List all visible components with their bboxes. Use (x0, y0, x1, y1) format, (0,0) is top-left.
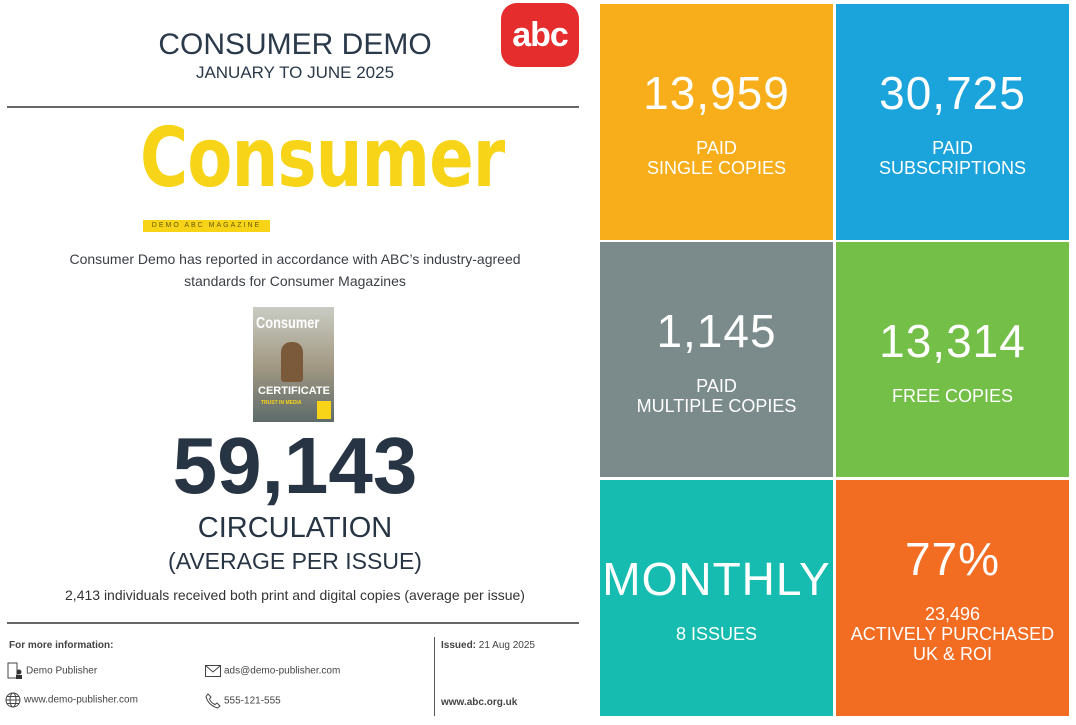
tile-frequency: MONTHLY 8 ISSUES (600, 480, 833, 716)
tile-value: 13,314 (879, 314, 1026, 367)
tile-label: FREE COPIES (891, 385, 1014, 406)
cover-badge (317, 401, 331, 419)
cover-subline: TRUST IN MEDIA (261, 400, 302, 406)
report-title: CONSUMER DEMO (158, 28, 432, 61)
tile-label: SINGLE COPIES (646, 158, 787, 178)
circulation-label: CIRCULATION (197, 512, 393, 544)
tile-label: PAID (696, 138, 737, 158)
globe-icon (5, 692, 21, 708)
tile-actively-purchased: 77% 23,496 ACTIVELY PURCHASED UK & ROI (836, 480, 1069, 716)
cover-photo (281, 342, 303, 382)
info-heading: For more information: (9, 640, 114, 651)
tile-value: 13,959 (643, 67, 790, 119)
tile-label: SUBSCRIPTIONS (878, 158, 1027, 178)
cover-title: Consumer (256, 315, 320, 332)
tile-paid-multiple-copies: 1,145 PAID MULTIPLE COPIES (600, 242, 833, 477)
footer-divider (434, 637, 435, 716)
tile-label: PAID (932, 138, 973, 158)
tile-value: MONTHLY (602, 553, 831, 605)
issued-label: Issued: (441, 640, 477, 651)
abc-logo: abc (501, 3, 579, 67)
abc-website-link[interactable]: www.abc.org.uk (441, 697, 518, 708)
circulation-value: 59,143 (172, 421, 418, 510)
phone-row: 555-121-555 (205, 693, 281, 709)
publisher-name: Demo Publisher (26, 665, 98, 677)
tile-label: ACTIVELY PURCHASED (850, 624, 1055, 644)
tile-free-copies: 13,314 FREE COPIES (836, 242, 1069, 477)
tile-label: PAID (696, 375, 737, 396)
tile-paid-subscriptions: 30,725 PAID SUBSCRIPTIONS (836, 4, 1069, 240)
tile-value: 77% (904, 533, 1001, 585)
email-row: ads@demo-publisher.com (205, 665, 340, 677)
report-period: JANUARY TO JUNE 2025 (195, 63, 395, 82)
magazine-tagline: DEMO ABC MAGAZINE (143, 220, 270, 232)
description: Consumer Demo has reported in accordance… (69, 251, 521, 289)
tile-value: 1,145 (656, 304, 777, 357)
building-person-icon (7, 662, 22, 679)
tile-label: UK & ROI (912, 644, 992, 664)
circulation-sublabel: (AVERAGE PER ISSUE) (168, 548, 422, 574)
tile-label: MULTIPLE COPIES (636, 395, 797, 416)
email-link[interactable]: ads@demo-publisher.com (224, 665, 341, 677)
publisher-row: Demo Publisher (7, 662, 97, 680)
circulation-note: 2,413 individuals received both print an… (65, 587, 525, 603)
cover-headline: CERTIFICATE (258, 385, 330, 397)
phone-icon (205, 693, 221, 709)
divider (7, 622, 579, 624)
phone-number: 555-121-555 (224, 695, 281, 707)
tile-label: 8 ISSUES (675, 624, 758, 644)
tile-label: 23,496 (924, 604, 981, 624)
issued-date: 21 Aug 2025 (478, 640, 535, 651)
website-row: www.demo-publisher.com (5, 692, 138, 708)
issued-row: Issued: 21 Aug 2025 (441, 640, 535, 651)
magazine-logo: Consumer (140, 111, 505, 206)
tile-paid-single-copies: 13,959 PAID SINGLE COPIES (600, 4, 833, 240)
envelope-icon (205, 665, 221, 677)
magazine-cover-image: Consumer CERTIFICATE TRUST IN MEDIA (253, 307, 334, 422)
tile-value: 30,725 (879, 67, 1026, 119)
divider (7, 106, 579, 108)
website-link[interactable]: www.demo-publisher.com (24, 694, 138, 706)
